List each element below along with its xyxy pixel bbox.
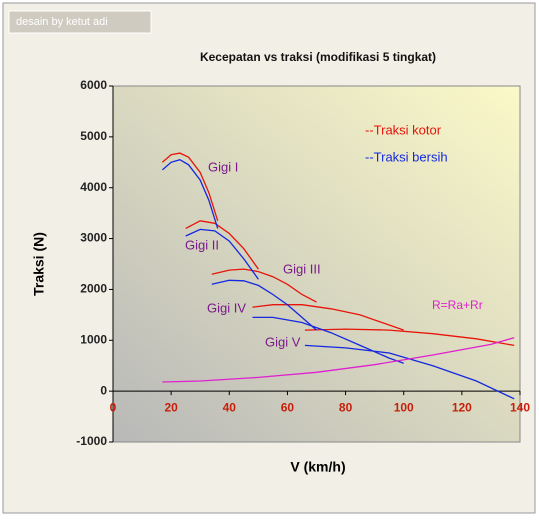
chart-title: Kecepatan vs traksi (modifikasi 5 tingka… xyxy=(200,50,436,64)
annotation: Gigi IV xyxy=(207,300,246,315)
y-tick-label: 1000 xyxy=(80,332,107,346)
x-tick-label: 120 xyxy=(452,400,472,414)
x-tick-label: 60 xyxy=(281,400,295,414)
y-tick-label: 4000 xyxy=(80,180,107,194)
annotation: Gigi II xyxy=(185,237,219,252)
x-tick-label: 40 xyxy=(223,400,237,414)
y-tick-label: 0 xyxy=(100,383,107,397)
credit-box xyxy=(8,10,152,34)
series-line xyxy=(161,158,515,400)
y-tick-label: 6000 xyxy=(80,78,107,92)
annotation: Gigi I xyxy=(208,159,238,174)
plot-area xyxy=(112,85,521,443)
x-tick-label: 80 xyxy=(339,400,353,414)
annotation: Gigi III xyxy=(283,261,321,276)
x-tick-label: 0 xyxy=(110,400,117,414)
series-line xyxy=(162,337,515,383)
y-tick-label: 5000 xyxy=(80,129,107,143)
x-tick-label: 100 xyxy=(394,400,414,414)
legend-label: --Traksi bersih xyxy=(365,149,448,164)
x-axis-title: V (km/h) xyxy=(290,459,345,475)
y-tick-label: 3000 xyxy=(80,231,107,245)
x-tick-label: 20 xyxy=(164,400,178,414)
y-axis-title: Traksi (N) xyxy=(31,232,47,296)
series-line xyxy=(161,152,515,347)
y-tick-label: 2000 xyxy=(80,282,107,296)
x-tick-label: 140 xyxy=(510,400,530,414)
series-label: R=Ra+Rr xyxy=(432,298,483,312)
annotation: Gigi V xyxy=(265,334,301,349)
credit: desain by ketut adi xyxy=(16,16,108,28)
y-tick-label: -1000 xyxy=(76,434,107,448)
legend-label: --Traksi kotor xyxy=(365,122,442,137)
